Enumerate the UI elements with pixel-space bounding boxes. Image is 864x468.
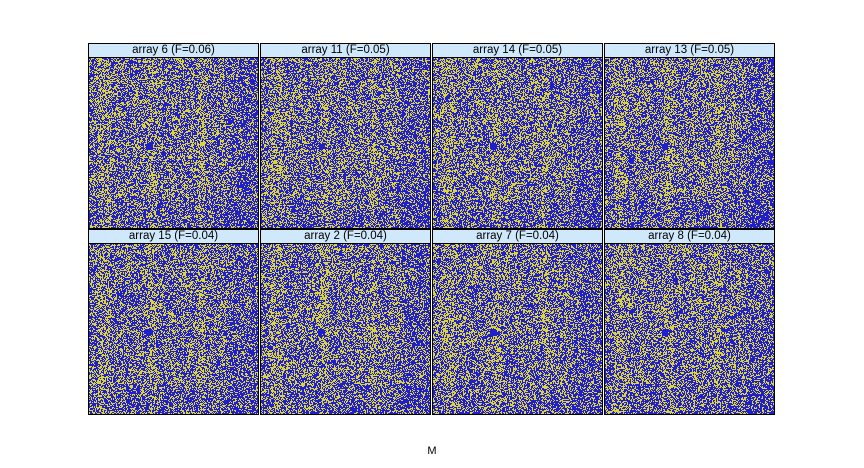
panel-title: array 8 (F=0.04) [605,230,774,244]
array-image-heatmap [433,58,602,228]
array-image-heatmap [433,244,602,414]
panel-array-7: array 7 (F=0.04) [432,229,603,415]
heatmap-canvas [433,244,602,414]
array-image-heatmap [605,58,774,228]
heatmap-canvas [89,244,258,414]
panel-array-13: array 13 (F=0.05) [604,43,775,229]
panel-title: array 11 (F=0.05) [261,44,430,58]
panel-array-14: array 14 (F=0.05) [432,43,603,229]
heatmap-canvas [261,244,430,414]
heatmap-canvas [89,58,258,228]
panel-title: array 2 (F=0.04) [261,230,430,244]
array-image-heatmap [261,58,430,228]
heatmap-canvas [433,58,602,228]
panel-title: array 14 (F=0.05) [433,44,602,58]
panel-title: array 7 (F=0.04) [433,230,602,244]
panel-array-11: array 11 (F=0.05) [260,43,431,229]
panel-array-2: array 2 (F=0.04) [260,229,431,415]
array-image-heatmap [261,244,430,414]
panel-array-6: array 6 (F=0.06) [88,43,259,229]
x-axis-label: M [427,445,437,457]
heatmap-canvas [605,244,774,414]
array-image-heatmap [89,244,258,414]
heatmap-canvas [261,58,430,228]
array-image-heatmap [89,58,258,228]
panel-title: array 13 (F=0.05) [605,44,774,58]
panel-title: array 15 (F=0.04) [89,230,258,244]
array-image-heatmap [605,244,774,414]
panel-array-8: array 8 (F=0.04) [604,229,775,415]
panel-array-15: array 15 (F=0.04) [88,229,259,415]
panel-title: array 6 (F=0.06) [89,44,258,58]
heatmap-canvas [605,58,774,228]
